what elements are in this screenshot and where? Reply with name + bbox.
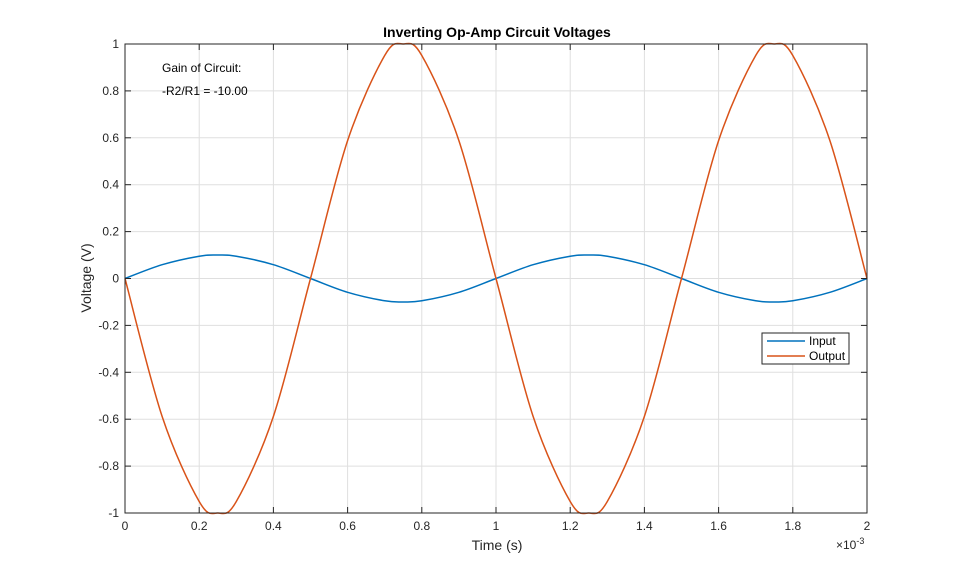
y-tick-label: -0.2 xyxy=(98,318,119,332)
x-tick-label: 1.6 xyxy=(710,519,727,533)
y-tick-label: -0.8 xyxy=(98,459,119,473)
series-line-output xyxy=(124,42,868,515)
tick-labels: 0 0.2 0.4 0.6 0.8 1 1.2 1.4 1.6 1.8 2 1 0.8 0.6 0.4 0.2… xyxy=(98,37,870,533)
annotation-gain-heading: Gain of Circuit: xyxy=(162,61,241,75)
ticks xyxy=(124,43,868,514)
x-tick-label: 0.4 xyxy=(265,519,282,533)
x-tick-label: 0.2 xyxy=(191,519,208,533)
y-tick-label: 0 xyxy=(112,272,119,286)
x-exponent-label: ×10-3 xyxy=(836,536,864,552)
y-tick-label: 1 xyxy=(112,37,119,51)
legend-label-input: Input xyxy=(809,334,836,348)
x-exponent-power: -3 xyxy=(856,536,864,546)
series-group xyxy=(124,42,868,515)
x-tick-label: 2 xyxy=(864,519,871,533)
y-axis-label: Voltage (V) xyxy=(78,243,94,312)
x-tick-label: 1.2 xyxy=(562,519,579,533)
x-axis-label: Time (s) xyxy=(472,537,523,553)
x-tick-label: 0.8 xyxy=(413,519,430,533)
legend: Input Output xyxy=(761,332,850,365)
x-exponent-base: ×10 xyxy=(836,538,857,552)
y-tick-label: 0.8 xyxy=(102,84,119,98)
x-tick-label: 1.4 xyxy=(636,519,653,533)
y-tick-label: -0.4 xyxy=(98,365,119,379)
legend-label-output: Output xyxy=(809,349,846,363)
y-tick-label: 0.2 xyxy=(102,225,119,239)
y-tick-label: -0.6 xyxy=(98,412,119,426)
chart-title: Inverting Op-Amp Circuit Voltages xyxy=(383,24,611,40)
x-tick-label: 1 xyxy=(493,519,500,533)
annotation-gain-value: -R2/R1 = -10.00 xyxy=(162,84,248,98)
x-tick-label: 0 xyxy=(122,519,129,533)
x-tick-label: 1.8 xyxy=(784,519,801,533)
x-tick-label: 0.6 xyxy=(339,519,356,533)
legend-box xyxy=(761,332,850,365)
y-tick-label: -1 xyxy=(108,506,119,520)
y-tick-label: 0.4 xyxy=(102,178,119,192)
y-tick-label: 0.6 xyxy=(102,131,119,145)
